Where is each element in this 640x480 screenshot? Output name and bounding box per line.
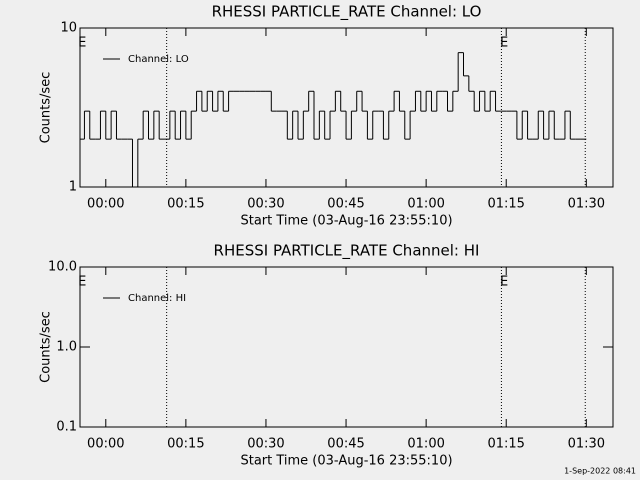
x-tick-label: 00:45 (327, 437, 364, 452)
x-tick-label: 01:30 (568, 197, 605, 212)
y-tick-label: 1.0 (56, 340, 77, 355)
x-tick-label: 00:00 (87, 197, 124, 212)
x-tick-label: 00:15 (167, 197, 204, 212)
x-tick-label: 01:15 (487, 197, 524, 212)
annotation: E (78, 36, 86, 51)
y-tick-label: 1 (69, 180, 77, 195)
y-tick-label: 10.0 (48, 260, 77, 275)
annotation: E (500, 36, 508, 51)
x-axis-label: Start Time (03-Aug-16 23:55:10) (240, 214, 452, 229)
x-tick-label: 00:00 (87, 437, 124, 452)
plot-frame (79, 27, 614, 188)
legend-label: Channel: LO (128, 54, 189, 65)
y-axis-label: Counts/sec (39, 72, 54, 144)
x-tick-label: 01:15 (487, 437, 524, 452)
annotation: E (78, 275, 86, 290)
y-tick-label: 0.1 (56, 420, 77, 435)
x-tick-label: 01:00 (407, 197, 444, 212)
chart-title: RHESSI PARTICLE_RATE Channel: LO (212, 3, 482, 22)
y-tick-label: 10 (60, 21, 77, 36)
x-tick-label: 00:30 (247, 437, 284, 452)
x-axis-label: Start Time (03-Aug-16 23:55:10) (240, 454, 452, 469)
y-axis-label: Counts/sec (39, 311, 54, 383)
x-tick-label: 00:45 (327, 197, 364, 212)
legend-label: Channel: HI (128, 293, 186, 304)
footer: 1-Sep-2022 08:41 (564, 467, 636, 476)
annotation: E (500, 275, 508, 290)
plot-frame (79, 266, 614, 428)
x-tick-label: 01:00 (407, 437, 444, 452)
x-tick-label: 00:30 (247, 197, 284, 212)
x-tick-label: 01:30 (568, 437, 605, 452)
x-tick-label: 00:15 (167, 437, 204, 452)
chart-title: RHESSI PARTICLE_RATE Channel: HI (214, 242, 480, 261)
